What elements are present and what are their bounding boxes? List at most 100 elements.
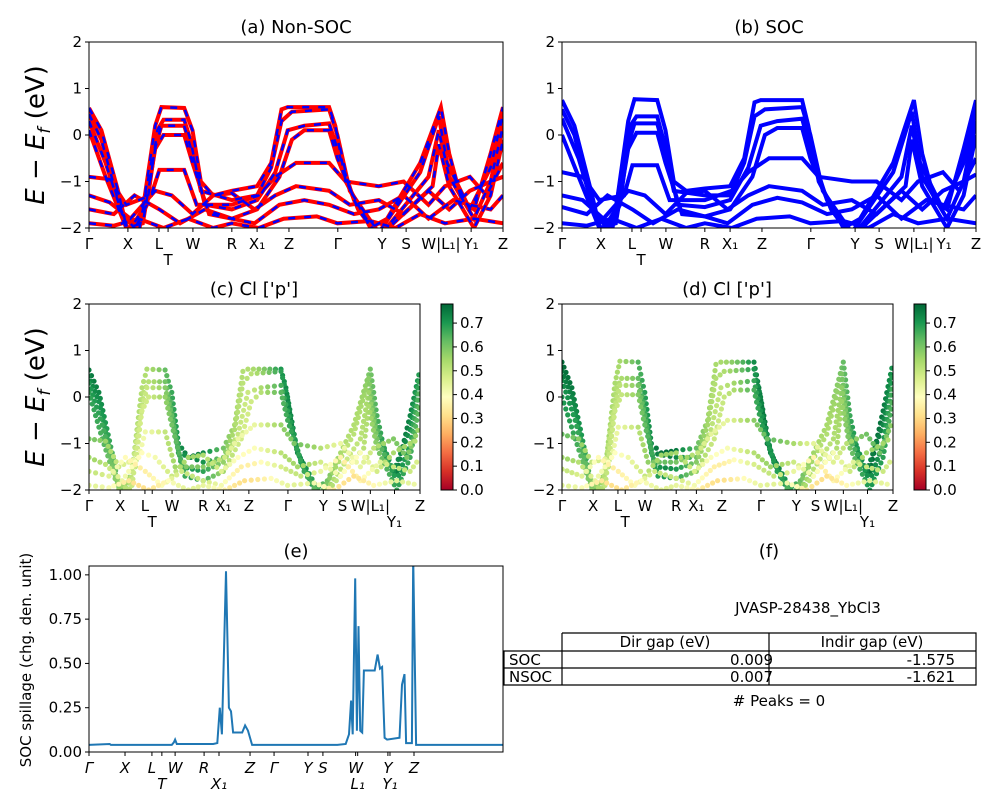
projected-point: [214, 464, 220, 470]
x-tick-label: X: [596, 235, 606, 253]
projected-point: [222, 479, 228, 485]
projected-point: [711, 387, 717, 393]
projected-point: [251, 387, 258, 393]
projected-point: [852, 446, 858, 452]
projected-point: [630, 392, 636, 398]
projected-point: [232, 427, 238, 433]
projected-point: [888, 406, 893, 412]
axes-frame-d: [561, 303, 894, 491]
projected-point: [609, 433, 615, 439]
projected-point: [137, 420, 143, 426]
projected-point: [324, 444, 330, 450]
projected-point: [791, 459, 797, 465]
projected-point: [150, 485, 157, 490]
projected-point: [242, 401, 248, 407]
projected-point: [855, 480, 861, 486]
projected-point: [363, 427, 369, 433]
projected-point: [830, 436, 837, 442]
projected-point: [122, 454, 128, 460]
projected-point: [185, 454, 191, 460]
projected-point: [595, 485, 601, 490]
nsoc-band: [89, 211, 503, 228]
projected-point: [764, 436, 770, 442]
colorbar-tick-label: 0.6: [933, 338, 957, 356]
projected-point: [645, 459, 651, 465]
x-tick-label: Z: [971, 235, 981, 253]
projected-point: [338, 473, 344, 479]
projected-point: [717, 372, 723, 378]
projected-point: [638, 404, 644, 410]
projected-point: [235, 409, 241, 415]
projected-point: [89, 395, 94, 401]
projected-point: [239, 374, 245, 380]
projected-point: [160, 480, 167, 486]
projected-point: [357, 409, 363, 415]
projected-point: [220, 445, 226, 451]
x-tick-label: X: [588, 497, 598, 515]
projected-point: [131, 470, 137, 476]
y-tick-label: 0: [72, 388, 82, 406]
projected-point: [96, 424, 102, 430]
projected-point: [357, 450, 363, 456]
projected-point: [563, 369, 569, 375]
projected-point: [752, 393, 758, 399]
projected-point: [365, 470, 371, 476]
projected-point: [194, 457, 200, 463]
projected-point: [167, 446, 173, 452]
projected-point: [809, 483, 815, 490]
projected-point: [875, 444, 881, 450]
projected-point: [162, 385, 168, 391]
projected-point: [279, 480, 285, 486]
projected-point: [353, 459, 359, 465]
projected-point: [256, 366, 262, 372]
projected-point: [740, 359, 746, 365]
projected-point: [150, 366, 156, 372]
projected-point: [278, 382, 284, 388]
projected-point: [859, 433, 865, 440]
projected-point: [731, 380, 737, 386]
projected-point: [236, 403, 242, 409]
projected-point: [731, 446, 737, 452]
projected-point: [713, 375, 719, 381]
projected-point: [668, 459, 674, 465]
projected-point: [738, 458, 744, 464]
projected-point: [863, 450, 870, 456]
projected-point: [210, 473, 216, 479]
soc-band-dashed: [89, 108, 503, 228]
projected-point: [575, 459, 582, 465]
projected-point: [311, 470, 317, 476]
projected-point: [232, 447, 238, 453]
colorbar-tick-label: 0.0: [933, 481, 957, 499]
projected-point: [399, 462, 406, 468]
projected-point: [570, 430, 576, 436]
projected-point: [209, 460, 215, 466]
soc-band-dashed: [89, 175, 503, 221]
projected-point: [291, 440, 297, 447]
x-tick-label: Y: [318, 497, 329, 515]
projected-point: [784, 470, 790, 476]
projected-point: [625, 454, 631, 460]
projected-point: [569, 394, 575, 400]
projected-point: [222, 454, 228, 460]
projected-point: [238, 392, 244, 398]
projected-point: [132, 461, 138, 467]
projected-point: [396, 472, 402, 478]
projected-point: [562, 364, 567, 370]
projected-point: [359, 424, 366, 430]
y-tick-label: 2: [72, 295, 82, 313]
soc-band-dashed: [89, 193, 503, 225]
projected-point: [374, 468, 380, 474]
projected-point: [751, 387, 757, 393]
projected-point: [361, 439, 367, 445]
x-tick-label: L: [148, 759, 156, 777]
projected-point: [751, 378, 757, 384]
projected-point: [617, 358, 623, 364]
soc-band: [562, 192, 976, 226]
projected-point: [867, 436, 873, 442]
projected-point: [835, 454, 841, 460]
projected-point: [294, 464, 301, 470]
projected-point: [248, 477, 254, 483]
projected-point: [281, 427, 287, 433]
projected-point: [628, 482, 635, 488]
projected-point: [728, 476, 734, 483]
